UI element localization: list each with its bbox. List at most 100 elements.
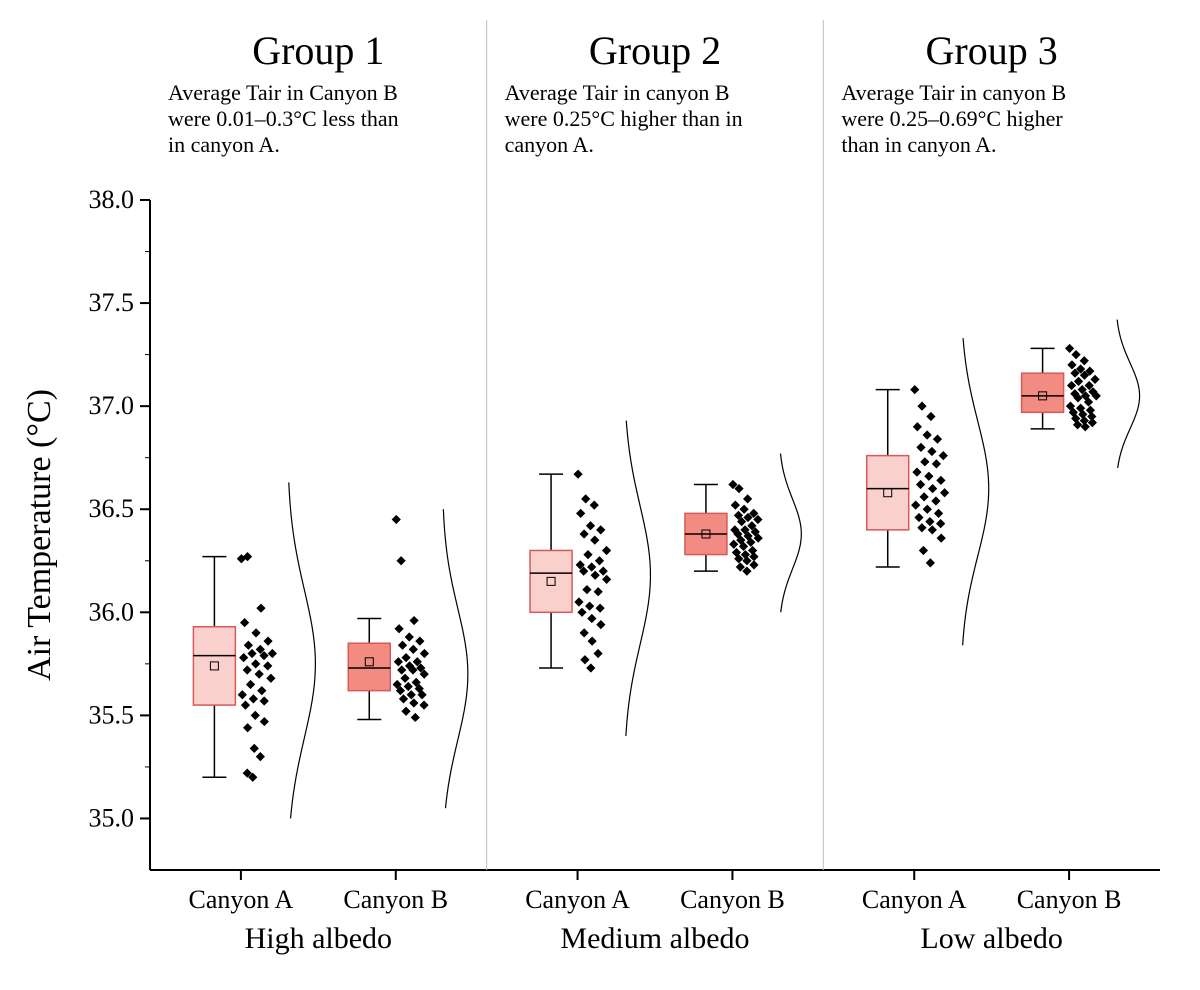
- data-point: [240, 618, 249, 627]
- data-point: [587, 614, 596, 623]
- data-point: [923, 505, 932, 514]
- data-point: [916, 480, 925, 489]
- data-point: [932, 459, 941, 468]
- data-point: [419, 700, 428, 709]
- group-subtitle: in canyon A.: [168, 132, 280, 157]
- data-point: [743, 494, 752, 503]
- data-point: [251, 659, 260, 668]
- data-point: [250, 744, 259, 753]
- data-point: [596, 620, 605, 629]
- group-subtitle: than in canyon A.: [841, 132, 996, 157]
- box: [867, 456, 909, 530]
- group-title: Group 3: [926, 28, 1058, 73]
- data-point: [407, 690, 416, 699]
- data-point: [581, 494, 590, 503]
- data-point: [1090, 375, 1099, 384]
- data-point: [394, 624, 403, 633]
- data-point: [251, 711, 260, 720]
- data-point: [577, 608, 586, 617]
- data-point: [409, 698, 418, 707]
- y-axis-label: Air Temperature (°C): [21, 389, 58, 681]
- data-point: [917, 402, 926, 411]
- data-point: [263, 637, 272, 646]
- x-category-label: Canyon B: [1017, 885, 1122, 914]
- group-subtitle: canyon A.: [505, 132, 594, 157]
- data-point: [931, 496, 940, 505]
- data-point: [926, 412, 935, 421]
- data-point: [396, 556, 405, 565]
- data-point: [590, 500, 599, 509]
- data-point: [940, 488, 949, 497]
- data-point: [582, 585, 591, 594]
- data-point: [933, 435, 942, 444]
- data-point: [583, 550, 592, 559]
- x-category-label: Canyon A: [525, 885, 630, 914]
- data-point: [256, 752, 265, 761]
- density-curve: [626, 421, 651, 736]
- data-point: [255, 670, 264, 679]
- data-point: [415, 637, 424, 646]
- y-tick-label: 37.5: [89, 288, 135, 317]
- data-point: [399, 694, 408, 703]
- data-point: [401, 653, 410, 662]
- data-point: [580, 628, 589, 637]
- data-point: [573, 470, 582, 479]
- group-subtitle: were 0.25–0.69°C higher: [841, 106, 1063, 131]
- data-point: [920, 457, 929, 466]
- group-subtitle: Average Tair in canyon B: [505, 80, 730, 105]
- data-point: [586, 663, 595, 672]
- data-point: [266, 674, 275, 683]
- x-group-label: Low albedo: [920, 922, 1062, 955]
- data-point: [397, 665, 406, 674]
- data-point: [405, 632, 414, 641]
- data-point: [749, 552, 758, 561]
- group-subtitle: Average Tair in Canyon B: [168, 80, 398, 105]
- x-category-label: Canyon B: [343, 885, 448, 914]
- data-point: [579, 529, 588, 538]
- data-point: [595, 604, 604, 613]
- data-point: [602, 575, 611, 584]
- data-point: [593, 649, 602, 658]
- y-tick-label: 37.0: [89, 391, 135, 420]
- data-point: [400, 674, 409, 683]
- data-point: [394, 657, 403, 666]
- data-point: [260, 696, 269, 705]
- data-point: [934, 509, 943, 518]
- data-point: [916, 443, 925, 452]
- data-point: [923, 430, 932, 439]
- data-point: [243, 723, 252, 732]
- x-category-label: Canyon A: [189, 885, 294, 914]
- data-point: [268, 649, 277, 658]
- data-point: [392, 515, 401, 524]
- data-point: [401, 707, 410, 716]
- data-point: [937, 533, 946, 542]
- data-point: [924, 472, 933, 481]
- data-point: [742, 556, 751, 565]
- data-point: [1067, 360, 1076, 369]
- group-subtitle: were 0.01–0.3°C less than: [168, 106, 399, 131]
- data-point: [917, 523, 926, 532]
- group-subtitle: Average Tair in canyon B: [841, 80, 1066, 105]
- data-point: [729, 540, 738, 549]
- data-point: [936, 476, 945, 485]
- data-point: [241, 700, 250, 709]
- data-point: [911, 500, 920, 509]
- y-tick-label: 35.5: [89, 700, 135, 729]
- x-category-label: Canyon A: [862, 885, 967, 914]
- x-group-label: High albedo: [245, 922, 392, 955]
- box: [530, 550, 572, 612]
- box: [193, 627, 235, 705]
- data-point: [586, 521, 595, 530]
- data-point: [246, 680, 255, 689]
- y-tick-label: 35.0: [89, 803, 135, 832]
- data-point: [411, 713, 420, 722]
- data-point: [928, 525, 937, 534]
- data-point: [927, 447, 936, 456]
- data-point: [404, 682, 413, 691]
- x-group-label: Medium albedo: [560, 922, 749, 955]
- data-point: [420, 649, 429, 658]
- data-point: [910, 385, 919, 394]
- data-point: [257, 686, 266, 695]
- data-point: [599, 566, 608, 575]
- data-point: [739, 505, 748, 514]
